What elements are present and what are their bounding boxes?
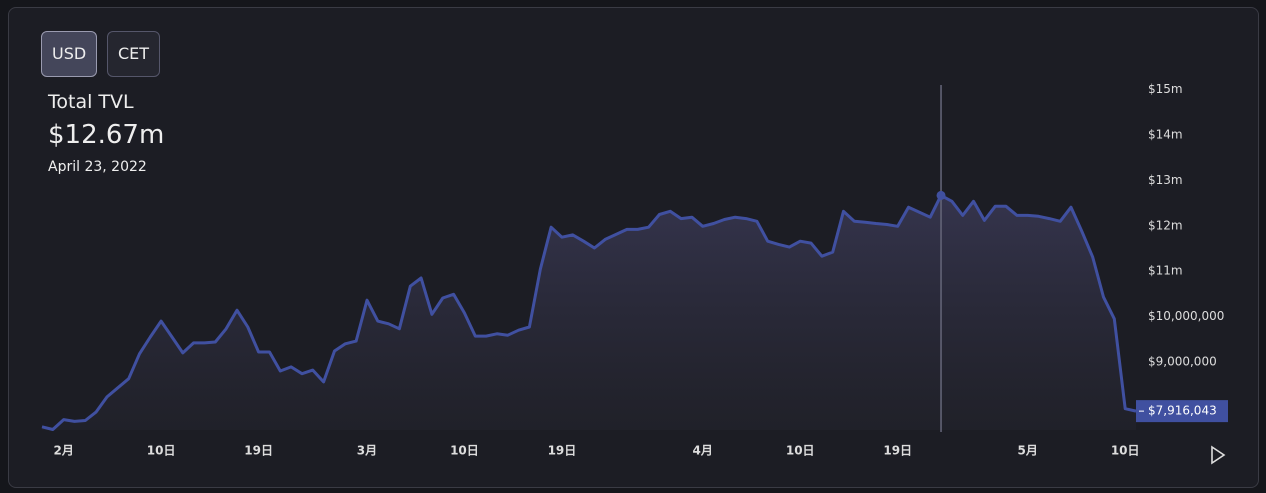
cet-button[interactable]: CET — [107, 31, 161, 77]
y-tick-label: $12m — [1148, 218, 1183, 232]
last-value-label: $7,916,043 — [1148, 404, 1217, 418]
cursor-dot — [936, 190, 946, 200]
area-fill — [42, 195, 1136, 430]
x-tick-label: 10日 — [450, 444, 479, 458]
x-tick-label: 19日 — [883, 444, 912, 458]
x-tick-label: 10日 — [147, 444, 176, 458]
x-tick-label: 5月 — [1018, 444, 1038, 458]
x-tick-label: 10日 — [786, 444, 815, 458]
chart-title: Total TVL — [48, 91, 134, 113]
x-tick-label: 2月 — [53, 444, 73, 458]
line — [41, 193, 1137, 431]
x-tick-label: 10日 — [1111, 444, 1140, 458]
y-tick-label: $14m — [1148, 128, 1183, 142]
x-tick-label: 3月 — [357, 444, 377, 458]
subtitle: April 23, 2022 — [48, 159, 147, 175]
y-tick-label: $10,000,000 — [1148, 309, 1224, 323]
last-value-box — [1136, 400, 1228, 423]
x-tick-label: 19日 — [548, 444, 577, 458]
play-button[interactable] — [1211, 445, 1226, 465]
x-tick-label: 4月 — [693, 444, 713, 458]
x-tick-label: 19日 — [244, 444, 273, 458]
usd-button[interactable]: USD — [41, 31, 98, 77]
y-tick-label: $11m — [1148, 264, 1183, 278]
y-tick-label: $15m — [1148, 82, 1183, 96]
y-tick-label: $9,000,000 — [1148, 354, 1217, 368]
headline: $12.67m — [48, 120, 165, 150]
y-tick-label: $13m — [1148, 173, 1183, 187]
